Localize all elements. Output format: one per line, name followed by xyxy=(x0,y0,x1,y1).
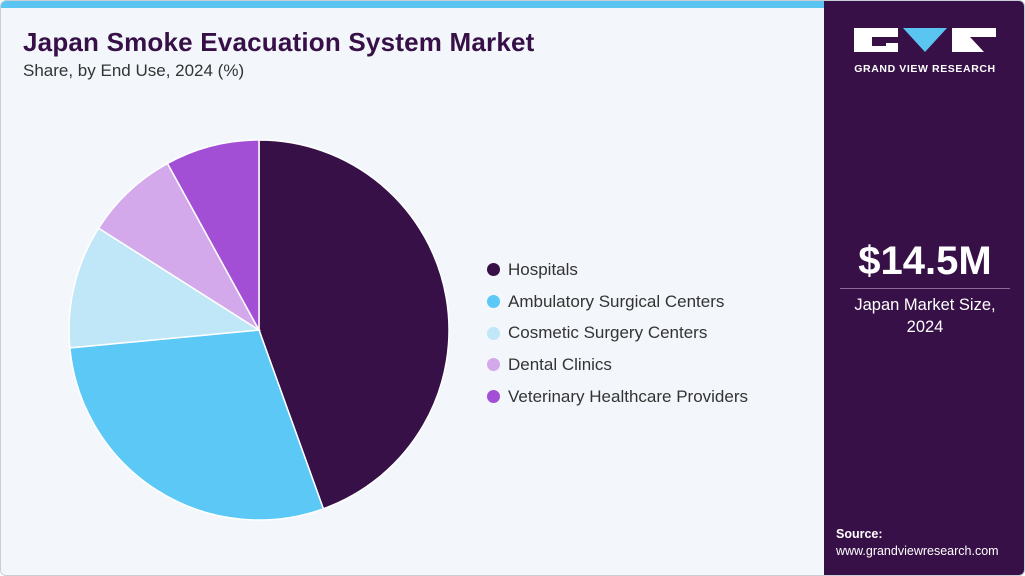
chart-legend: Hospitals Ambulatory Surgical Centers Cosm… xyxy=(487,254,748,412)
chart-subtitle: Share, by End Use, 2024 (%) xyxy=(23,61,245,80)
legend-label: Hospitals xyxy=(508,259,578,279)
legend-swatch xyxy=(487,390,500,404)
grand-view-research-logo xyxy=(854,28,996,52)
market-size-label-line1: Japan Market Size, xyxy=(854,296,996,314)
legend-item-cosmetic-surgery-centers: Cosmetic Surgery Centers xyxy=(487,317,748,349)
logo-g-notch xyxy=(872,37,898,43)
legend-item-ambulatory-surgical-centers: Ambulatory Surgical Centers xyxy=(487,286,748,318)
market-size-label-line2: 2024 xyxy=(906,318,944,336)
legend-item-dental-clinics: Dental Clinics xyxy=(487,349,748,381)
legend-label: Cosmetic Surgery Centers xyxy=(508,323,708,343)
legend-label: Dental Clinics xyxy=(508,354,612,374)
legend-item-veterinary-healthcare-providers: Veterinary Healthcare Providers xyxy=(487,381,748,413)
brand-name: GRAND VIEW RESEARCH xyxy=(854,63,996,75)
legend-swatch xyxy=(487,358,500,372)
pie-slice-dental-clinics xyxy=(97,162,260,331)
summary-sidebar: GRAND VIEW RESEARCH $14.5M Japan Market … xyxy=(824,1,1024,575)
legend-label: Veterinary Healthcare Providers xyxy=(508,386,749,406)
source-link[interactable]: www.grandviewresearch.com xyxy=(836,544,999,558)
legend-label: Ambulatory Surgical Centers xyxy=(508,291,725,311)
logo-v-triangle xyxy=(903,28,947,52)
legend-swatch xyxy=(487,326,500,340)
accent-bar xyxy=(1,1,824,8)
pie-slice-cosmetic-surgery-centers xyxy=(68,227,262,349)
pie-slice-ambulatory-surgical-centers xyxy=(69,329,325,521)
pie-slice-veterinary-healthcare-providers xyxy=(166,139,260,331)
chart-title: Japan Smoke Evacuation System Market xyxy=(23,27,535,57)
pie-chart xyxy=(68,139,450,521)
chart-panel: Japan Smoke Evacuation System Market Sha… xyxy=(1,1,824,575)
pie-slice-hospitals xyxy=(258,139,450,510)
value-divider xyxy=(840,288,1010,289)
legend-swatch xyxy=(487,295,500,309)
market-size-value: $14.5M xyxy=(858,239,992,283)
logo-r-notch xyxy=(970,37,996,52)
logo-g-notch-inner xyxy=(872,43,886,46)
legend-swatch xyxy=(487,263,500,277)
market-size-label: Japan Market Size, 2024 xyxy=(824,294,1024,338)
legend-item-hospitals: Hospitals xyxy=(487,254,748,286)
source-label: Source: xyxy=(836,527,883,541)
